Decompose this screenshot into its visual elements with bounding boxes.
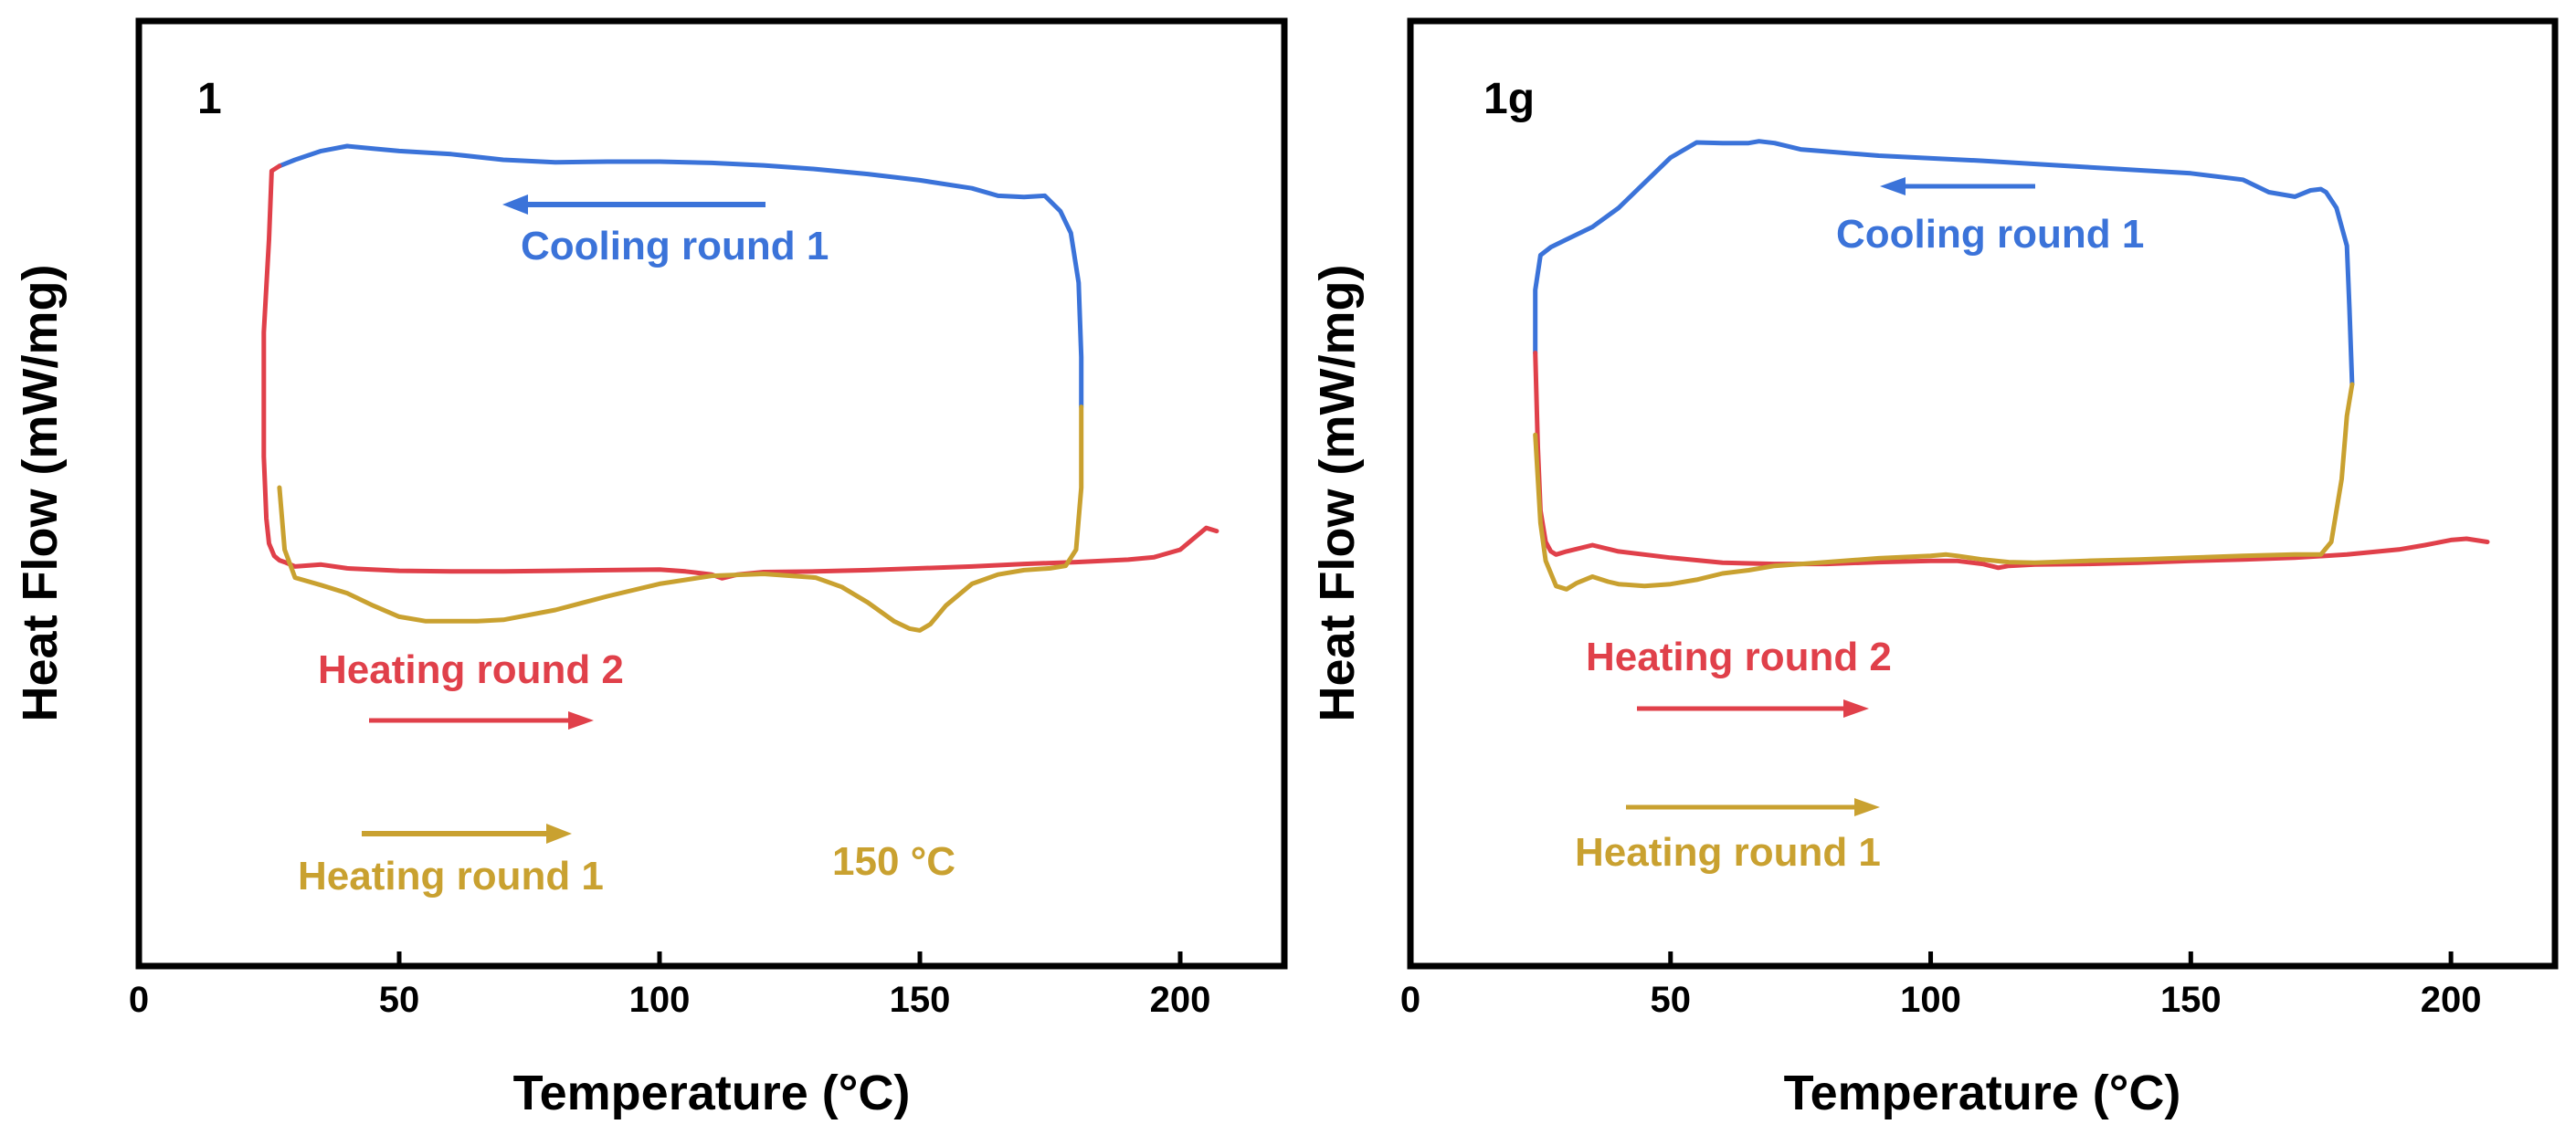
panel-1g-cooling-arrowhead xyxy=(1880,177,1906,195)
panel-1g-heating1-arrowhead xyxy=(1854,798,1880,816)
panel-1-x-tick-label: 50 xyxy=(379,980,420,1020)
panel-1-annotation-heating-2: Heating round 2 xyxy=(318,647,624,692)
panel-1-annotation-cooling: Cooling round 1 xyxy=(521,224,829,268)
panel-1g-x-ticks: 0 50 100 150 200 xyxy=(1400,951,2482,1020)
panel-1-x-tick-label: 200 xyxy=(1150,980,1211,1020)
panel-1g-annotation-heating-2: Heating round 2 xyxy=(1586,635,1892,679)
panel-1g-y-axis-label: Heat Flow (mW/mg) xyxy=(1310,265,1365,722)
panel-1-x-tick-label: 0 xyxy=(129,980,149,1020)
panel-1-annotation-heating-1: Heating round 1 xyxy=(298,854,604,899)
panel-1-chart: 1 Heat Flow (mW/mg) Temperature (°C) 0 50… xyxy=(13,17,1288,1120)
panel-1-curves xyxy=(261,143,1219,633)
panel-1-heating1-arrowhead xyxy=(546,824,572,844)
panel-1-x-axis-label: Temperature (°C) xyxy=(513,1066,911,1120)
panel-1g-chart: 1g Heat Flow (mW/mg) Temperature (°C) 0 5… xyxy=(1310,17,2559,1120)
panel-1g-heating2-arrowhead xyxy=(1843,699,1869,718)
panel-1g-annotation-cooling: Cooling round 1 xyxy=(1836,212,2144,257)
panel-1g-x-axis-label: Temperature (°C) xyxy=(1784,1066,2181,1120)
panel-1g-annotation-heating-1: Heating round 1 xyxy=(1575,830,1881,875)
panel-1-series-heating-round-1 xyxy=(277,405,1084,633)
panel-1g-series-cooling xyxy=(1533,139,2355,387)
panel-1-annotation-peak: 150 °C xyxy=(832,839,955,884)
panel-1-y-axis-label: Heat Flow (mW/mg) xyxy=(13,265,68,722)
panel-1-heating2-arrowhead xyxy=(568,711,594,730)
panel-1-series-heating-round-2 xyxy=(261,163,1219,581)
panel-1-label: 1 xyxy=(197,75,222,123)
panel-1g-x-tick-label: 150 xyxy=(2160,980,2222,1020)
panel-1-x-ticks: 0 50 100 150 200 xyxy=(129,951,1211,1020)
panel-1-x-tick-label: 150 xyxy=(890,980,951,1020)
panel-1g-plot-frame xyxy=(1407,17,2559,970)
panel-1g-x-tick-label: 0 xyxy=(1400,980,1420,1020)
panel-1-cooling-arrowhead xyxy=(502,194,528,215)
panel-1-plot-frame xyxy=(135,17,1288,970)
panel-1g-x-tick-label: 200 xyxy=(2421,980,2482,1020)
panel-1-series-cooling xyxy=(277,143,1084,410)
panel-1g-series-heating-round-2 xyxy=(1533,351,2490,571)
panel-1g-x-tick-label: 50 xyxy=(1651,980,1692,1020)
panel-1-x-tick-label: 100 xyxy=(629,980,691,1020)
panel-1g-label: 1g xyxy=(1483,75,1535,123)
panel-1g-x-tick-label: 100 xyxy=(1900,980,1961,1020)
panel-1g-curves xyxy=(1533,139,2490,592)
panel-1g-series-heating-round-1 xyxy=(1533,382,2355,592)
